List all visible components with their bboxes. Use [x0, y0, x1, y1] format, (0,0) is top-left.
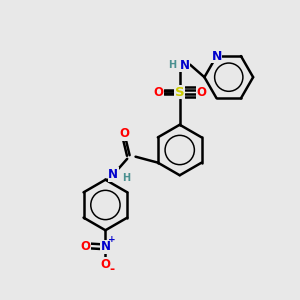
Text: O: O — [153, 85, 163, 98]
Text: H: H — [168, 60, 176, 70]
Text: H: H — [122, 173, 130, 183]
Text: N: N — [212, 50, 222, 63]
Text: +: + — [108, 235, 116, 244]
Text: N: N — [180, 59, 190, 72]
Text: S: S — [175, 85, 184, 98]
Text: O: O — [196, 85, 206, 98]
Text: N: N — [108, 168, 118, 181]
Text: N: N — [100, 240, 110, 253]
Text: -: - — [110, 263, 115, 276]
Text: O: O — [100, 258, 110, 271]
Text: O: O — [80, 239, 90, 253]
Text: O: O — [119, 127, 129, 140]
